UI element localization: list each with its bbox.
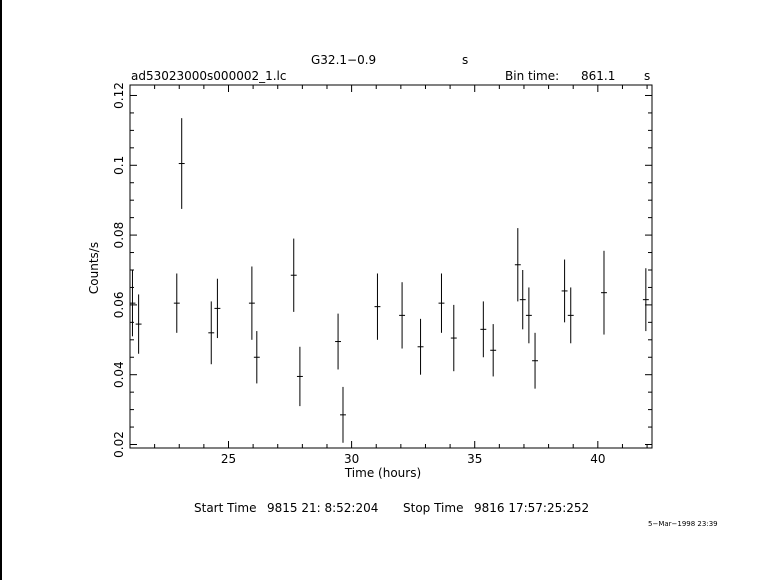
file-name: ad53023000s000002_1.lc — [131, 69, 287, 83]
stop-time-label: Stop Time — [403, 501, 464, 515]
bin-time-units: s — [644, 69, 651, 83]
object-name: G32.1−0.9 — [311, 53, 377, 67]
data-point — [567, 287, 574, 344]
x-axis-tick-labels: 25 30 35 40 — [221, 452, 606, 466]
object-units: s — [462, 53, 469, 67]
data-point — [129, 269, 136, 337]
bin-time-label: Bin time: — [505, 69, 560, 83]
data-point — [214, 278, 221, 339]
left-border-line — [0, 0, 2, 580]
data-point — [417, 318, 424, 375]
data-point — [525, 287, 532, 344]
data-point — [374, 273, 381, 340]
y-tick-label: 0.08 — [112, 222, 126, 249]
data-point — [340, 386, 346, 443]
data-point — [601, 250, 607, 335]
start-time-value: 9815 21: 8:52:204 — [267, 501, 379, 515]
y-tick-label: 0.02 — [112, 431, 126, 458]
data-point — [642, 268, 649, 332]
y-tick-label: 0.1 — [112, 156, 126, 175]
start-time-label: Start Time — [194, 501, 257, 515]
data-point — [438, 273, 445, 333]
y-tick-label: 0.06 — [112, 292, 126, 319]
data-point — [248, 266, 255, 340]
x-tick-label: 35 — [467, 452, 482, 466]
data-point — [253, 331, 260, 384]
x-tick-label: 25 — [221, 452, 236, 466]
data-point — [178, 118, 185, 209]
x-tick-label: 40 — [590, 452, 605, 466]
data-point — [480, 301, 487, 358]
bin-time-value: 861.1 — [581, 69, 616, 83]
y-tick-label: 0.04 — [112, 361, 126, 388]
y-tick-label: 0.12 — [112, 82, 126, 109]
plot-timestamp: 5−Mar−1998 23:39 — [648, 520, 718, 528]
stop-time-value: 9816 17:57:25:252 — [474, 501, 590, 515]
data-point — [399, 282, 406, 349]
y-axis-tick-labels: 0.02 0.04 0.06 0.08 0.1 0.12 — [112, 82, 126, 458]
data-point — [561, 259, 568, 323]
data-point — [296, 346, 303, 407]
plot-border — [129, 84, 653, 449]
data-point — [450, 304, 457, 372]
x-axis-label: Time (hours) — [344, 466, 421, 480]
data-point — [208, 301, 215, 365]
data-point — [290, 238, 297, 312]
data-point — [335, 313, 342, 370]
data-point — [519, 269, 526, 330]
data-point — [173, 273, 180, 333]
data-point — [514, 228, 521, 302]
data-point — [532, 332, 538, 389]
data-points — [129, 118, 649, 443]
plot-frame — [129, 84, 653, 449]
data-point — [135, 294, 142, 354]
data-point — [490, 324, 497, 377]
x-tick-label: 30 — [344, 452, 359, 466]
x-axis-ticks — [129, 85, 648, 448]
y-axis-ticks — [130, 94, 652, 446]
y-axis-label: Counts/s — [87, 242, 101, 294]
